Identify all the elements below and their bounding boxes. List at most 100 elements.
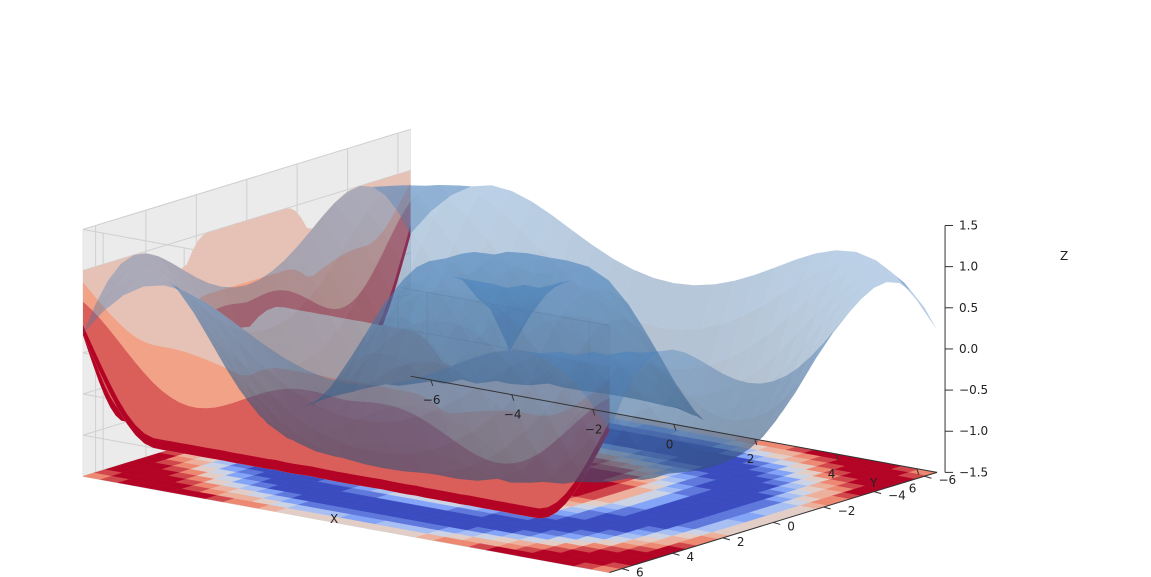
- x-axis-label: X: [330, 512, 338, 526]
- surface-facet: [644, 361, 677, 409]
- surface-facet: [599, 365, 632, 409]
- surface-facet: [631, 361, 665, 406]
- surface-facet: [433, 263, 467, 303]
- surface-facet: [241, 330, 275, 371]
- surface-facet: [749, 292, 783, 347]
- surface-facet: [590, 380, 624, 397]
- surface-facet: [459, 280, 493, 298]
- surface-facet: [522, 346, 555, 382]
- surface-facet: [636, 326, 670, 379]
- surface-facet: [646, 448, 680, 474]
- surface-facet: [517, 363, 550, 386]
- surface-facet: [671, 405, 705, 415]
- surface-facet: [478, 185, 512, 210]
- surface-facet: [871, 266, 905, 283]
- surface-facet: [525, 283, 559, 290]
- surface-facet: [553, 308, 586, 363]
- surface-facet: [649, 430, 683, 468]
- surface-facet: [851, 259, 884, 271]
- surface-facet: [467, 353, 501, 386]
- surface-facet: [373, 327, 407, 381]
- surface-facet: [310, 427, 344, 459]
- surface-facet: [770, 376, 804, 426]
- surface-facet: [421, 362, 455, 414]
- surface-facet: [335, 442, 369, 460]
- surface-facet: [317, 269, 351, 330]
- surface-facet: [709, 316, 743, 365]
- surface-facet: [715, 379, 748, 420]
- surface-facet: [469, 265, 503, 308]
- surface-facet: [508, 350, 541, 361]
- surface-facet: [436, 338, 470, 378]
- surface-facet: [451, 344, 485, 379]
- surface-facet: [783, 358, 816, 411]
- surface-facet: [539, 215, 573, 269]
- surface-facet: [320, 396, 354, 435]
- surface-facet: [581, 351, 615, 375]
- surface-facet: [667, 468, 700, 474]
- surface-facet: [420, 217, 454, 277]
- surface-facet: [484, 288, 518, 316]
- surface-facet: [453, 214, 487, 273]
- surface-facet: [282, 423, 316, 452]
- surface-facet: [767, 375, 801, 425]
- surface-facet: [735, 424, 768, 444]
- surface-facet: [376, 441, 410, 466]
- surface-facet: [196, 277, 230, 327]
- surface-facet: [540, 328, 574, 390]
- surface-facet: [621, 466, 655, 480]
- surface-facet: [560, 230, 593, 287]
- surface-facet: [211, 334, 245, 386]
- surface-facet: [224, 315, 258, 361]
- surface-facet: [578, 351, 611, 383]
- surface-facet: [575, 342, 609, 382]
- surface-facet: [601, 358, 635, 401]
- surface-facet: [487, 251, 520, 276]
- surface-facet: [333, 360, 366, 413]
- surface-facet: [221, 286, 255, 332]
- surface-facet: [583, 456, 617, 483]
- surface-facet: [757, 315, 791, 371]
- surface-facet: [712, 401, 745, 422]
- surface-facet: [428, 276, 462, 339]
- surface-facet: [709, 443, 743, 455]
- surface-facet: [400, 196, 434, 244]
- surface-facet: [472, 416, 506, 461]
- surface-facet: [580, 266, 614, 304]
- surface-facet: [272, 419, 306, 430]
- surface-facet: [803, 327, 837, 377]
- surface-facet: [351, 446, 384, 469]
- surface-facet: [307, 427, 341, 447]
- surface-facet: [411, 377, 444, 385]
- surface-facet: [682, 407, 716, 449]
- surface-facet: [309, 216, 343, 270]
- surface-facet: [639, 349, 673, 361]
- surface-facet: [550, 381, 583, 391]
- surface-facet: [560, 362, 594, 426]
- surface-facet: [765, 367, 799, 413]
- surface-facet: [358, 420, 392, 454]
- surface-facet: [661, 283, 694, 330]
- surface-facet: [777, 297, 811, 353]
- surface-facet: [627, 351, 660, 361]
- surface-facet: [576, 471, 609, 483]
- surface-facet: [724, 370, 758, 410]
- surface-facet: [411, 449, 445, 473]
- surface-facet: [793, 317, 826, 375]
- surface-facet: [415, 308, 449, 363]
- surface-facet: [593, 382, 627, 440]
- surface-facet: [629, 459, 663, 480]
- surface-facet: [371, 451, 405, 472]
- y-axis-label: Y: [869, 476, 878, 490]
- surface-facet: [214, 345, 248, 401]
- surface-facet: [356, 441, 389, 463]
- surface-facet: [512, 284, 546, 304]
- surface-facet: [282, 396, 316, 408]
- surface-facet: [348, 352, 381, 384]
- surface-facet: [712, 444, 746, 467]
- surface-facet: [506, 228, 540, 288]
- surface-facet: [345, 362, 379, 389]
- surface-facet: [583, 274, 617, 294]
- x-tick-mark: [835, 453, 839, 461]
- surface-facet: [490, 456, 523, 483]
